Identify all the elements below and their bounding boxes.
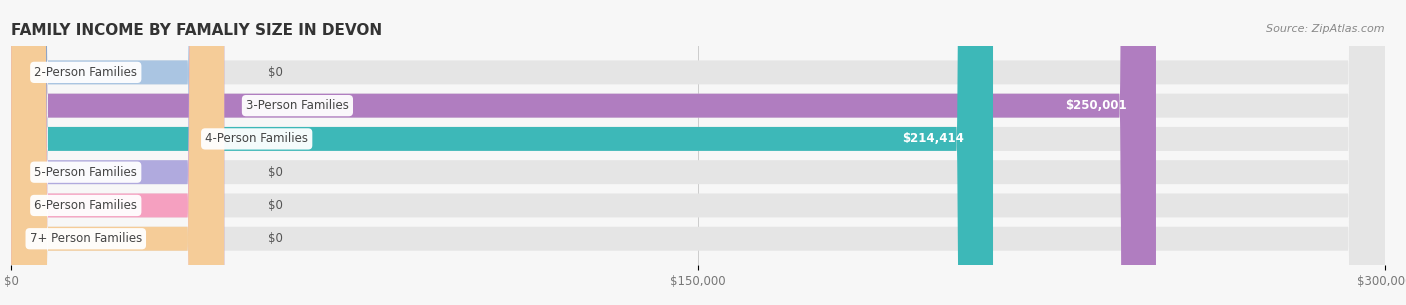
FancyBboxPatch shape [11,0,1385,305]
Text: 4-Person Families: 4-Person Families [205,132,308,145]
FancyBboxPatch shape [11,0,1156,305]
FancyBboxPatch shape [11,0,1385,305]
Text: 2-Person Families: 2-Person Families [34,66,138,79]
Text: 7+ Person Families: 7+ Person Families [30,232,142,245]
Text: Source: ZipAtlas.com: Source: ZipAtlas.com [1267,24,1385,34]
Text: $0: $0 [269,66,283,79]
FancyBboxPatch shape [11,0,224,305]
Text: 3-Person Families: 3-Person Families [246,99,349,112]
Text: $0: $0 [269,199,283,212]
Text: $250,001: $250,001 [1064,99,1126,112]
Text: $214,414: $214,414 [901,132,963,145]
FancyBboxPatch shape [11,0,1385,305]
FancyBboxPatch shape [11,0,224,305]
FancyBboxPatch shape [11,0,993,305]
Text: $0: $0 [269,232,283,245]
FancyBboxPatch shape [11,0,1385,305]
FancyBboxPatch shape [11,0,1385,305]
FancyBboxPatch shape [11,0,224,305]
Text: FAMILY INCOME BY FAMALIY SIZE IN DEVON: FAMILY INCOME BY FAMALIY SIZE IN DEVON [11,23,382,38]
FancyBboxPatch shape [11,0,1385,305]
Text: 5-Person Families: 5-Person Families [34,166,138,179]
Text: 6-Person Families: 6-Person Families [34,199,138,212]
Text: $0: $0 [269,166,283,179]
FancyBboxPatch shape [11,0,224,305]
